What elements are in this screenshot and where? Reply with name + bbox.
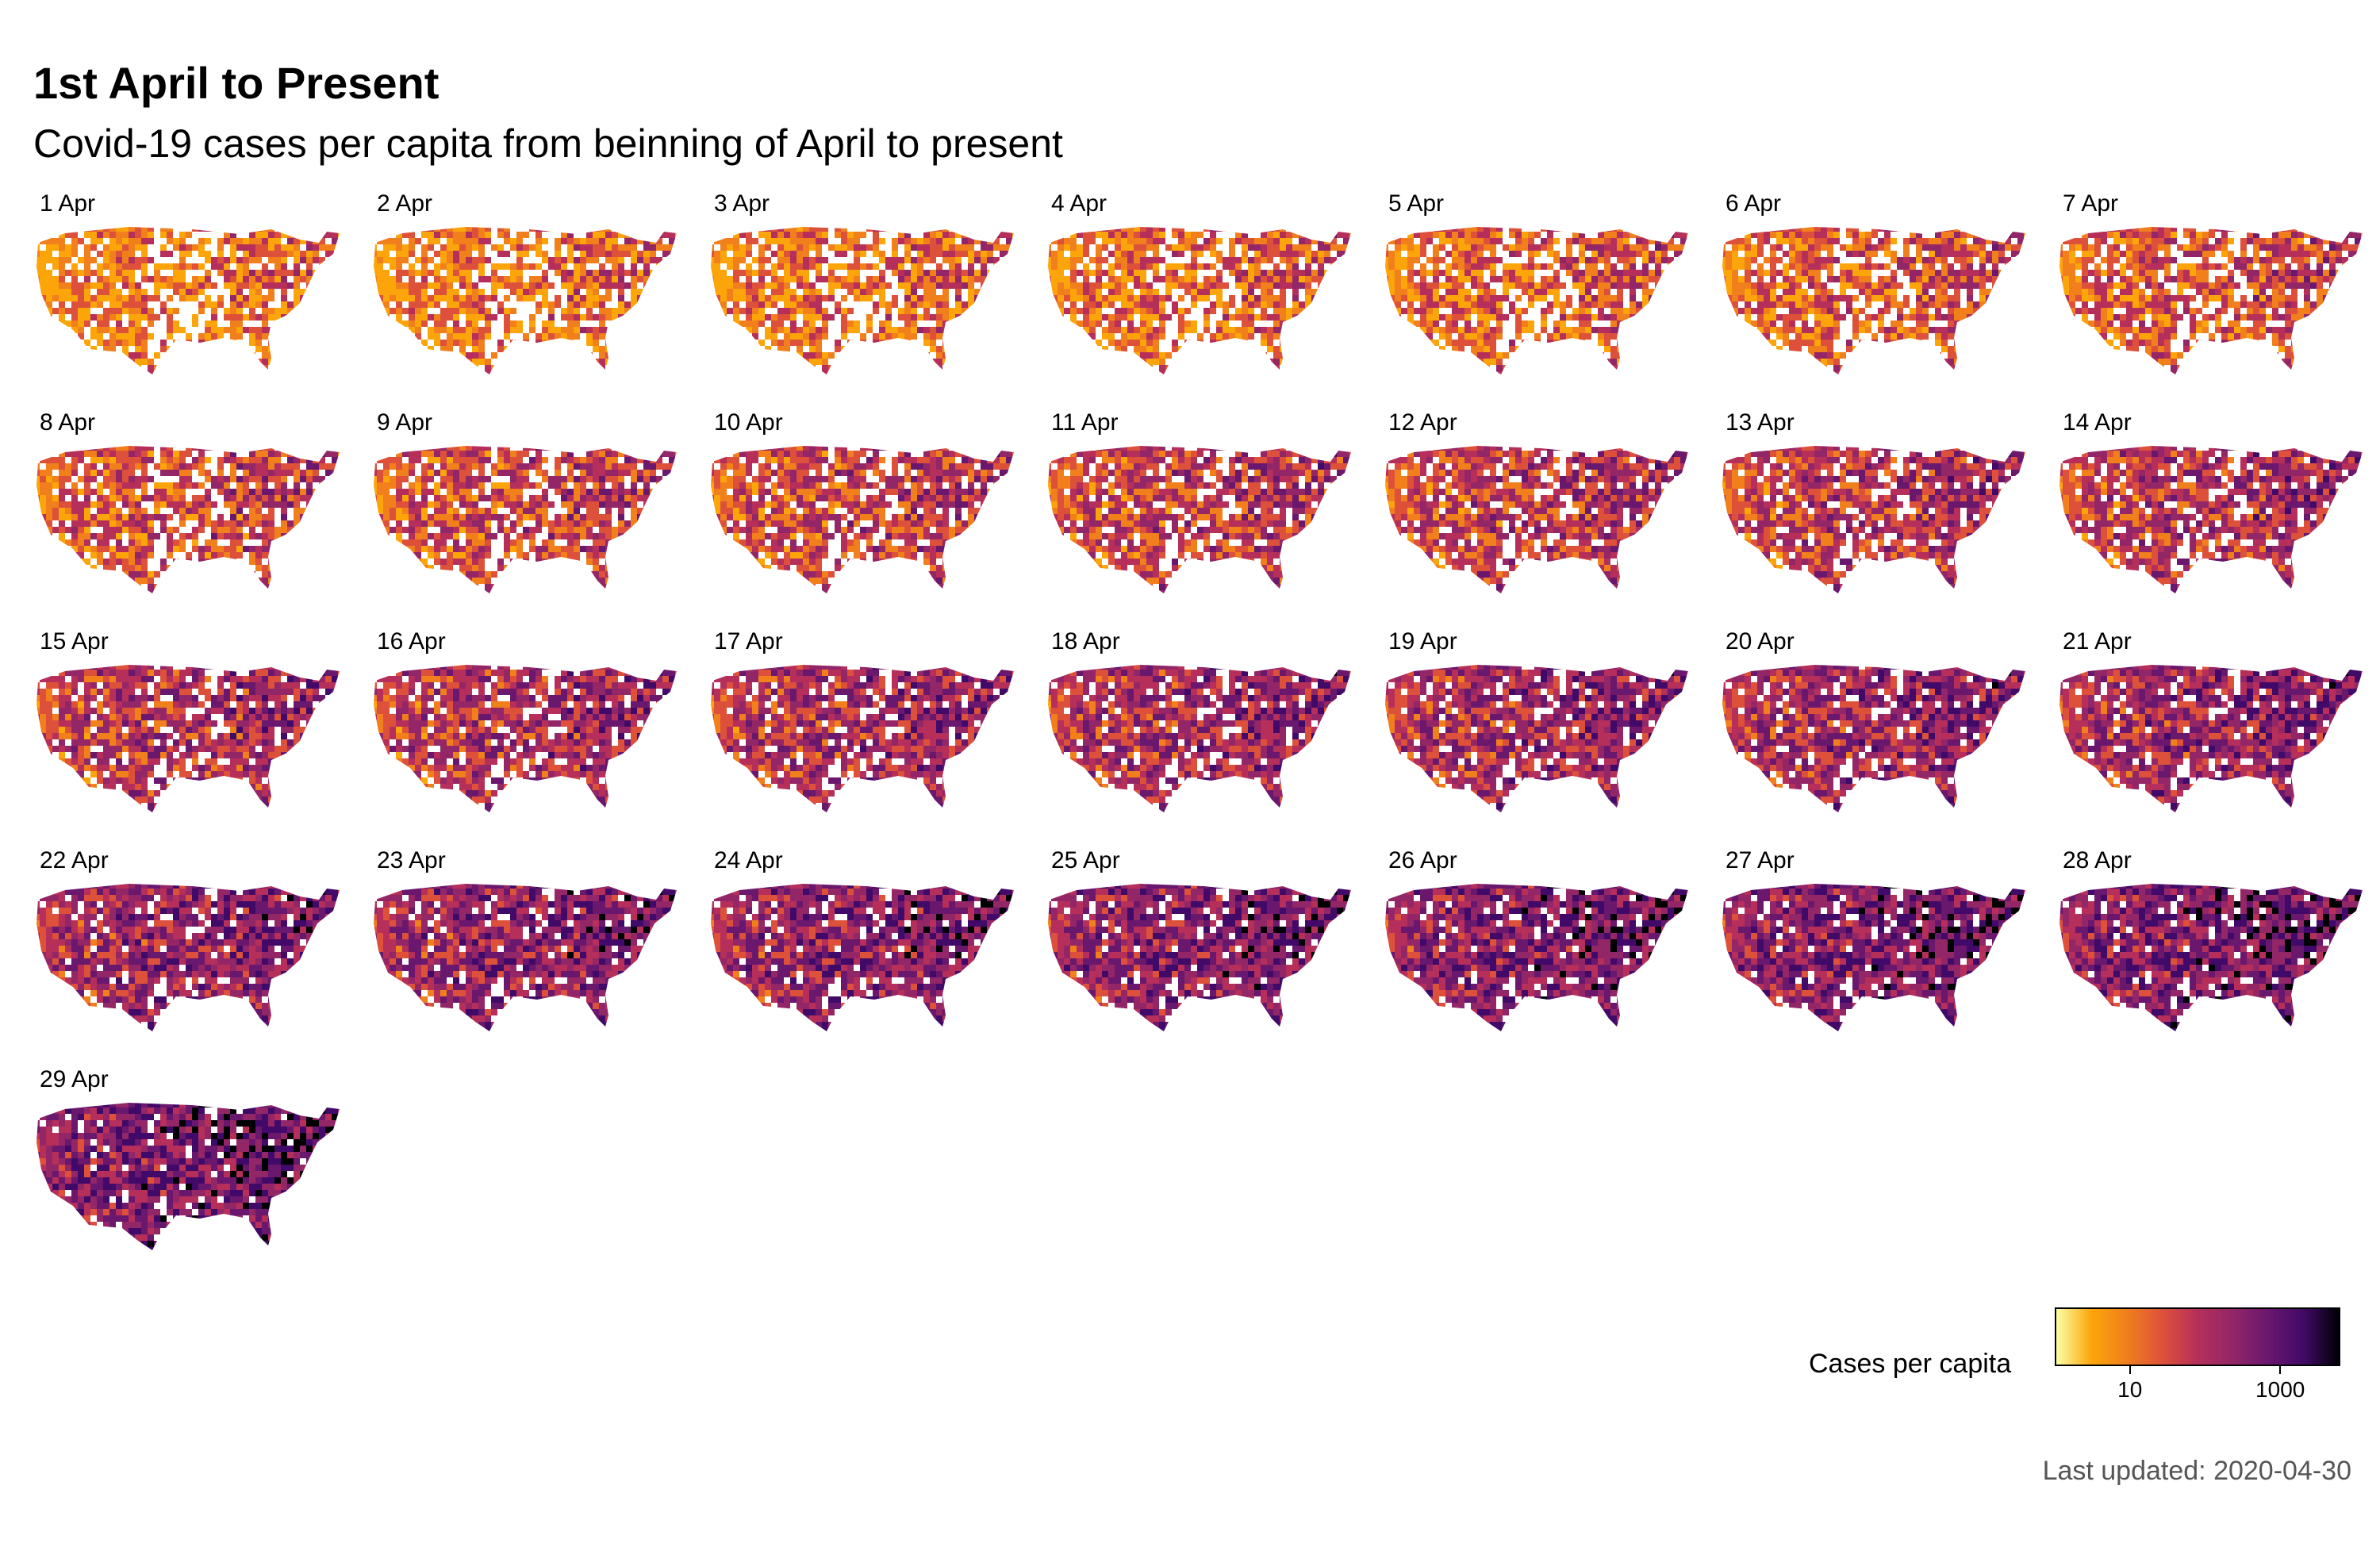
map-panel: 27 Apr	[1719, 847, 2052, 1061]
panel-date-label: 25 Apr	[1051, 847, 1120, 874]
chart-subtitle: Covid-19 cases per capita from beinning …	[33, 121, 1063, 167]
panel-date-label: 29 Apr	[40, 1066, 109, 1093]
map-panel: 7 Apr	[2056, 190, 2380, 405]
legend-tick	[2129, 1366, 2131, 1374]
panel-date-label: 7 Apr	[2063, 190, 2118, 217]
panel-date-label: 16 Apr	[377, 628, 446, 655]
panel-date-label: 23 Apr	[377, 847, 446, 874]
map-panel: 26 Apr	[1382, 847, 1715, 1061]
map-panel: 8 Apr	[33, 409, 367, 624]
panel-date-label: 27 Apr	[1726, 847, 1795, 874]
us-county-map	[2059, 446, 2363, 593]
panel-date-label: 28 Apr	[2063, 847, 2132, 874]
us-county-map	[2059, 665, 2363, 812]
us-county-map	[711, 665, 1014, 812]
panel-date-label: 15 Apr	[40, 628, 109, 655]
us-county-map	[36, 665, 340, 812]
panel-date-label: 1 Apr	[40, 190, 95, 217]
panel-date-label: 24 Apr	[714, 847, 783, 874]
chart-title: 1st April to Present	[33, 57, 439, 109]
us-county-map	[374, 446, 677, 593]
us-county-map	[36, 1103, 340, 1250]
panel-date-label: 8 Apr	[40, 409, 95, 436]
map-panel: 20 Apr	[1719, 628, 2052, 843]
panel-date-label: 14 Apr	[2063, 409, 2132, 436]
map-panel: 3 Apr	[708, 190, 1041, 405]
map-panel: 23 Apr	[370, 847, 704, 1061]
us-county-map	[711, 446, 1014, 593]
us-county-map	[1048, 884, 1351, 1031]
map-panel: 5 Apr	[1382, 190, 1715, 405]
panel-date-label: 6 Apr	[1726, 190, 1781, 217]
map-panel: 24 Apr	[708, 847, 1041, 1061]
map-panel: 6 Apr	[1719, 190, 2052, 405]
map-panel: 13 Apr	[1719, 409, 2052, 624]
map-panel: 21 Apr	[2056, 628, 2380, 843]
color-legend: Cases per capita 10 1000	[1809, 1307, 2348, 1411]
us-county-map	[1048, 665, 1351, 812]
us-county-map	[2059, 884, 2363, 1031]
map-panel: 28 Apr	[2056, 847, 2380, 1061]
us-county-map	[36, 227, 340, 374]
panel-date-label: 5 Apr	[1388, 190, 1444, 217]
panel-date-label: 3 Apr	[714, 190, 770, 217]
map-panel: 17 Apr	[708, 628, 1041, 843]
panel-date-label: 18 Apr	[1051, 628, 1120, 655]
map-panel: 10 Apr	[708, 409, 1041, 624]
us-county-map	[1385, 884, 1688, 1031]
us-county-map	[374, 884, 677, 1031]
panel-date-label: 4 Apr	[1051, 190, 1107, 217]
legend-title: Cases per capita	[1809, 1349, 2011, 1380]
us-county-map	[1722, 227, 2025, 374]
panel-date-label: 17 Apr	[714, 628, 783, 655]
legend-color-bar	[2055, 1307, 2340, 1366]
map-panel: 15 Apr	[33, 628, 367, 843]
us-county-map	[374, 227, 677, 374]
map-panel: 19 Apr	[1382, 628, 1715, 843]
map-panel: 18 Apr	[1045, 628, 1378, 843]
us-county-map	[1048, 227, 1351, 374]
legend-tick-label: 1000	[2255, 1377, 2305, 1403]
panel-date-label: 26 Apr	[1388, 847, 1457, 874]
map-panel: 25 Apr	[1045, 847, 1378, 1061]
legend-tick	[2279, 1366, 2282, 1374]
map-panel: 4 Apr	[1045, 190, 1378, 405]
map-panel: 29 Apr	[33, 1066, 367, 1280]
us-county-map	[1385, 665, 1688, 812]
map-panel: 16 Apr	[370, 628, 704, 843]
panel-date-label: 10 Apr	[714, 409, 783, 436]
map-panel: 14 Apr	[2056, 409, 2380, 624]
panel-date-label: 13 Apr	[1726, 409, 1795, 436]
us-county-map	[36, 446, 340, 593]
panel-date-label: 19 Apr	[1388, 628, 1457, 655]
last-updated-caption: Last updated: 2020-04-30	[2043, 1456, 2351, 1487]
us-county-map	[1385, 227, 1688, 374]
panel-date-label: 12 Apr	[1388, 409, 1457, 436]
us-county-map	[2059, 227, 2363, 374]
small-multiples-grid: 1 Apr 2 Apr 3 Apr 4 Apr 5 Apr 6 Apr 7 Apr 8 Apr…	[33, 190, 2380, 1280]
panel-date-label: 9 Apr	[377, 409, 432, 436]
panel-date-label: 20 Apr	[1726, 628, 1795, 655]
us-county-map	[1722, 884, 2025, 1031]
us-county-map	[1385, 446, 1688, 593]
map-panel: 12 Apr	[1382, 409, 1715, 624]
map-panel: 11 Apr	[1045, 409, 1378, 624]
legend-tick-label: 10	[2117, 1377, 2142, 1403]
map-panel: 1 Apr	[33, 190, 367, 405]
panel-date-label: 21 Apr	[2063, 628, 2132, 655]
panel-date-label: 22 Apr	[40, 847, 109, 874]
map-panel: 2 Apr	[370, 190, 704, 405]
us-county-map	[1722, 665, 2025, 812]
panel-date-label: 2 Apr	[377, 190, 432, 217]
us-county-map	[1048, 446, 1351, 593]
us-county-map	[374, 665, 677, 812]
us-county-map	[36, 884, 340, 1031]
us-county-map	[711, 884, 1014, 1031]
map-panel: 9 Apr	[370, 409, 704, 624]
panel-date-label: 11 Apr	[1051, 409, 1119, 436]
us-county-map	[1722, 446, 2025, 593]
map-panel: 22 Apr	[33, 847, 367, 1061]
us-county-map	[711, 227, 1014, 374]
